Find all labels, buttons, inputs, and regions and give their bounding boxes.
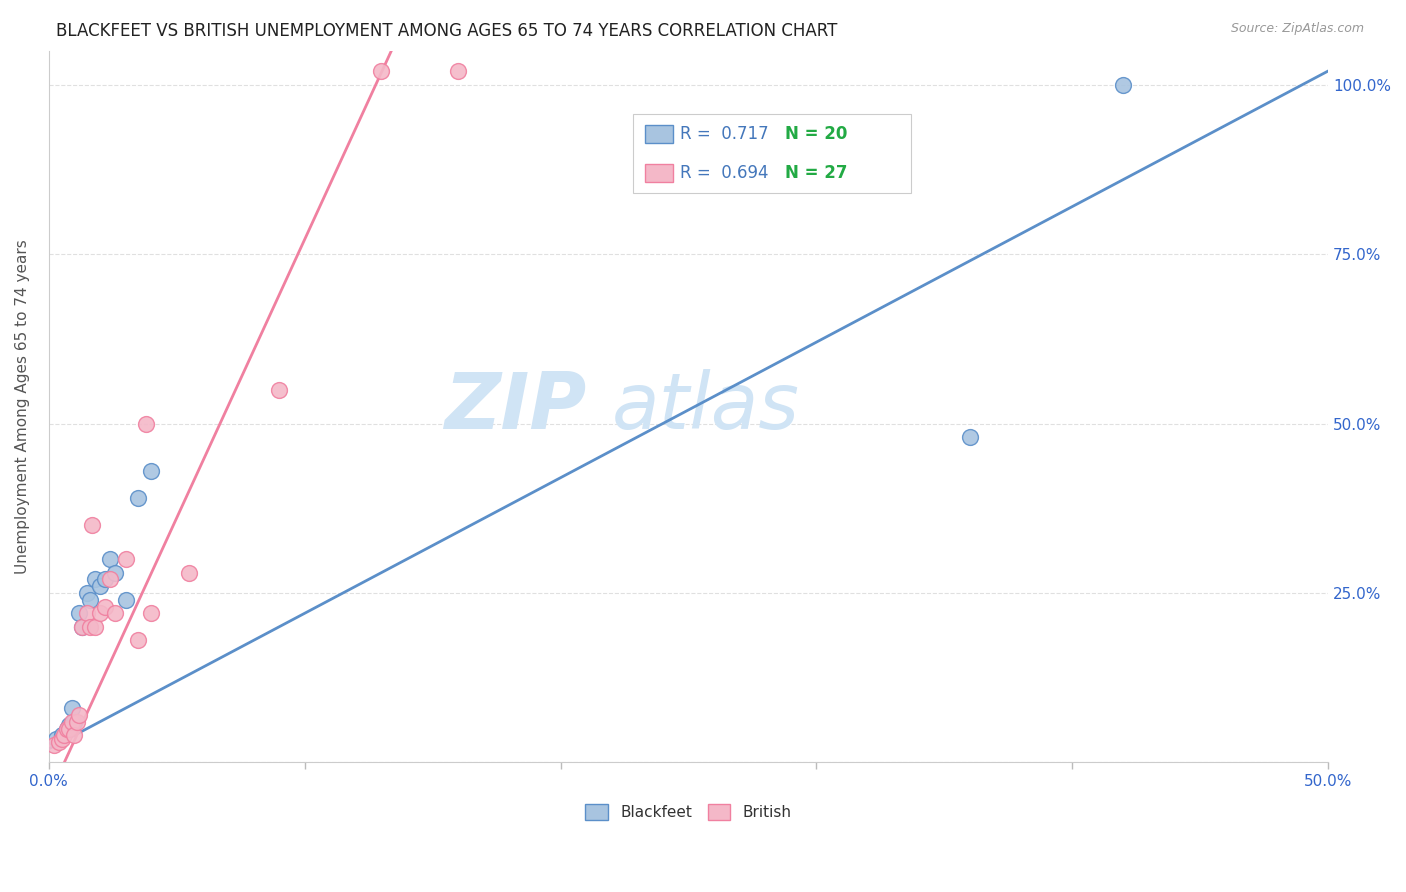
Text: R =  0.717: R = 0.717 <box>681 125 769 143</box>
Point <box>83 573 105 587</box>
Point <box>127 633 149 648</box>
Point <box>94 573 117 587</box>
Point <box>127 491 149 505</box>
Point <box>114 552 136 566</box>
Text: ZIP: ZIP <box>444 368 586 444</box>
Point <box>70 620 93 634</box>
Point <box>55 722 77 736</box>
Legend: Blackfeet, British: Blackfeet, British <box>579 797 797 826</box>
Point <box>58 718 80 732</box>
Point <box>98 573 121 587</box>
Point <box>179 566 201 580</box>
Point <box>70 620 93 634</box>
Text: N = 27: N = 27 <box>785 164 848 182</box>
Point <box>69 607 91 621</box>
Point <box>79 592 101 607</box>
Point <box>53 728 76 742</box>
Point <box>45 731 67 746</box>
Text: atlas: atlas <box>612 368 800 444</box>
Point <box>1112 78 1135 92</box>
Point <box>114 592 136 607</box>
Point <box>104 566 127 580</box>
Y-axis label: Unemployment Among Ages 65 to 74 years: Unemployment Among Ages 65 to 74 years <box>15 239 30 574</box>
Point <box>66 714 89 729</box>
Point <box>58 722 80 736</box>
Point <box>51 728 73 742</box>
Point <box>51 731 73 746</box>
Point <box>139 607 162 621</box>
Point <box>104 607 127 621</box>
Point <box>89 607 111 621</box>
Point <box>98 552 121 566</box>
Text: R =  0.694: R = 0.694 <box>681 164 768 182</box>
Point <box>94 599 117 614</box>
Point <box>959 430 981 444</box>
Point <box>370 64 392 78</box>
Point <box>83 620 105 634</box>
Point <box>55 722 77 736</box>
Point <box>42 739 65 753</box>
Point <box>76 586 98 600</box>
Point <box>82 518 104 533</box>
Text: BLACKFEET VS BRITISH UNEMPLOYMENT AMONG AGES 65 TO 74 YEARS CORRELATION CHART: BLACKFEET VS BRITISH UNEMPLOYMENT AMONG … <box>56 22 838 40</box>
Text: N = 20: N = 20 <box>785 125 848 143</box>
Point <box>267 383 290 397</box>
Point <box>69 708 91 723</box>
Point <box>76 607 98 621</box>
Point <box>139 464 162 478</box>
Point <box>135 417 157 431</box>
Point <box>60 701 83 715</box>
Point <box>89 579 111 593</box>
Point <box>63 728 86 742</box>
Point <box>79 620 101 634</box>
Point <box>60 714 83 729</box>
Point <box>447 64 470 78</box>
Point <box>48 735 70 749</box>
Text: Source: ZipAtlas.com: Source: ZipAtlas.com <box>1230 22 1364 36</box>
Point <box>63 714 86 729</box>
